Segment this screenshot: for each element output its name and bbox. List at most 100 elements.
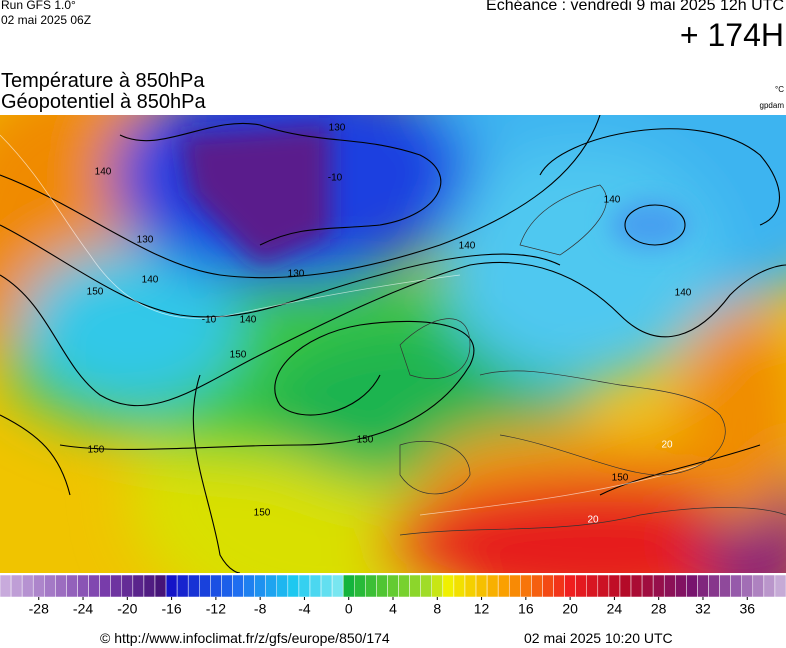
colorbar-cell xyxy=(398,575,410,598)
colorbar-tick-label: -4 xyxy=(298,601,311,617)
contour-label: 140 xyxy=(675,288,692,299)
colorbar-cell xyxy=(10,575,23,598)
colorbar-cell xyxy=(320,575,333,598)
colorbar-cell xyxy=(531,575,543,598)
colorbar-cell xyxy=(708,575,720,598)
colorbar-tick-label: 16 xyxy=(518,601,534,617)
colorbar-cell xyxy=(564,575,576,598)
colorbar-cell xyxy=(575,575,587,598)
colorbar-tick-label: 12 xyxy=(474,601,490,617)
colorbar-tick-label: -8 xyxy=(254,601,267,617)
colorbar-cell xyxy=(464,575,477,598)
colorbar-cell xyxy=(199,575,211,598)
colorbar-cell xyxy=(597,575,610,598)
colorbar-cell xyxy=(486,575,499,598)
colorbar-cell xyxy=(475,575,488,598)
contour-label: 140 xyxy=(604,195,621,206)
colorbar-cell xyxy=(763,575,776,598)
colorbar-cell xyxy=(187,575,200,598)
run-label: Run GFS 1.0° xyxy=(1,0,76,12)
colorbar-cell xyxy=(663,575,676,598)
colorbar-cell xyxy=(453,575,466,598)
colorbar-cell xyxy=(630,575,643,598)
footer-url: © http://www.infoclimat.fr/z/gfs/europe/… xyxy=(100,630,390,646)
colorbar-tick-label: 0 xyxy=(345,601,353,617)
colorbar-cell xyxy=(652,575,665,598)
contour-label: 140 xyxy=(142,275,159,286)
colorbar-cell xyxy=(276,575,289,598)
colorbar-tick-label: 4 xyxy=(389,601,397,617)
colorbar-cell xyxy=(342,575,355,598)
colorbar-cell xyxy=(287,575,300,598)
colorbar-cell xyxy=(165,575,178,598)
colorbar-tick-label: -28 xyxy=(29,601,49,617)
contour-label: 20 xyxy=(587,515,599,526)
colorbar-cell xyxy=(675,575,687,598)
run-time: 02 mai 2025 06Z xyxy=(1,13,92,27)
contour-label: 20 xyxy=(661,440,673,451)
colorbar-cell xyxy=(243,575,255,598)
colorbar-cell xyxy=(154,575,167,598)
contour-label: 140 xyxy=(95,167,112,178)
contour-label: 150 xyxy=(88,445,105,456)
colorbar-cell xyxy=(542,575,554,598)
colorbar-cell xyxy=(497,575,510,598)
colorbar-cell xyxy=(99,575,111,598)
contour-label: 150 xyxy=(230,350,247,361)
colorbar-cell xyxy=(77,575,89,598)
colorbar-cell xyxy=(641,575,654,598)
valid-time: Echéance : vendredi 9 mai 2025 12h UTC xyxy=(486,0,784,14)
colorbar-cell xyxy=(0,575,12,598)
colorbar-cell xyxy=(553,575,565,598)
unit-geopotential: gpdam xyxy=(759,101,784,110)
colorbar-tick-label: 36 xyxy=(739,601,755,617)
colorbar-cell xyxy=(265,575,278,598)
colorbar-cell xyxy=(719,575,731,598)
map: 140 130 140 150 130 140 140 150 150 150 150 140 140 1… xyxy=(0,115,786,573)
contour-label: 130 xyxy=(288,269,305,280)
colorbar-cell xyxy=(88,575,100,598)
colorbar-cell xyxy=(132,575,145,598)
colorbar-cell xyxy=(143,575,156,598)
colorbar-cell xyxy=(697,575,709,598)
title-geopotential: Géopotentiel à 850hPa xyxy=(1,91,206,113)
colorbar-cell xyxy=(32,575,45,598)
colorbar-cell xyxy=(508,575,521,598)
colorbar-cell xyxy=(608,575,621,598)
colorbar-cell xyxy=(176,575,189,598)
colorbar-cell xyxy=(221,575,233,598)
colorbar-cell xyxy=(121,575,134,598)
contour-label: 150 xyxy=(612,473,629,484)
contour-label: 150 xyxy=(357,435,374,446)
colorbar-cell xyxy=(730,575,742,598)
colorbar-cell xyxy=(365,575,377,598)
colorbar-tick-label: 28 xyxy=(651,601,667,617)
colorbar-cell xyxy=(309,575,322,598)
contour-label: 140 xyxy=(459,241,476,252)
colorbar-cell xyxy=(232,575,244,598)
colorbar-cell xyxy=(520,575,532,598)
colorbar-tick-label: 8 xyxy=(433,601,441,617)
footer-date: 02 mai 2025 10:20 UTC xyxy=(524,630,673,646)
colorbar-cell xyxy=(586,575,599,598)
colorbar-cell xyxy=(44,575,56,598)
colorbar: -28 -24 -20 -16 -12 -8 -4 0 4 8 12 16 20 24 28 32 36 xyxy=(0,575,786,617)
contour-label: 130 xyxy=(329,123,346,134)
unit-temperature: °C xyxy=(775,85,784,94)
colorbar-cell xyxy=(420,575,432,598)
colorbar-cell xyxy=(331,575,344,598)
colorbar-cell xyxy=(21,575,34,598)
colorbar-cell xyxy=(66,575,78,598)
colorbar-cell xyxy=(254,575,266,598)
title-temperature: Température à 850hPa xyxy=(1,70,205,92)
colorbar-cell xyxy=(442,575,455,598)
colorbar-tick-label: -12 xyxy=(206,601,226,617)
colorbar-cell xyxy=(686,575,698,598)
colorbar-tick-label: 24 xyxy=(607,601,623,617)
colorbar-tick-label: -24 xyxy=(73,601,93,617)
colorbar-cell xyxy=(752,575,765,598)
colorbar-cell xyxy=(110,575,123,598)
colorbar-cell xyxy=(55,575,67,598)
colorbar-cell xyxy=(619,575,632,598)
